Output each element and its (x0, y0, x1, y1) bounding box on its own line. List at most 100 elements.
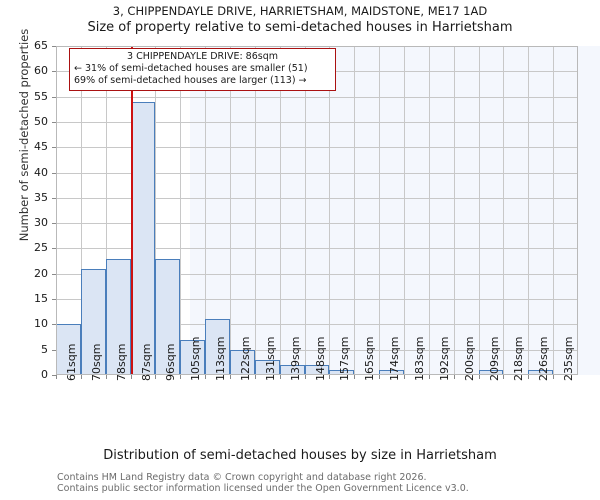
y-axis-tick-label: 35 (34, 190, 48, 204)
gridline-horizontal (56, 324, 578, 326)
x-axis-tick-label: 157sqm (338, 336, 352, 381)
footer-copyright: Contains HM Land Registry data © Crown c… (57, 472, 427, 483)
bar (155, 258, 181, 375)
y-axis-tick-label: 30 (34, 216, 48, 230)
x-axis-tick-mark (429, 375, 430, 379)
x-axis-tick-label: 235sqm (562, 336, 576, 381)
x-axis-tick-label: 218sqm (512, 336, 526, 381)
gridline-horizontal (56, 197, 578, 199)
y-axis-tick-label: 40 (34, 165, 48, 179)
x-axis-tick-label: 192sqm (437, 336, 451, 381)
y-axis-tick-mark (52, 324, 56, 326)
x-axis-tick-mark (503, 375, 504, 379)
bar (105, 258, 131, 375)
x-axis-tick-label: 226sqm (537, 336, 551, 381)
y-axis-tick-mark (52, 46, 56, 47)
gridline-vertical (454, 46, 455, 375)
plot-area (56, 46, 600, 375)
gridline-vertical (354, 46, 355, 375)
x-axis-tick-mark (205, 375, 206, 379)
x-axis-tick-label: 105sqm (189, 336, 203, 381)
y-axis-tick-label: 5 (41, 342, 48, 356)
gridline-vertical (155, 46, 156, 375)
x-axis-label: Distribution of semi-detached houses by … (103, 448, 497, 463)
gridline-vertical (429, 46, 430, 375)
y-axis-tick-mark (52, 223, 56, 225)
footer-licence: Contains public sector information licen… (57, 483, 469, 494)
gridline-vertical (379, 46, 380, 375)
bar (80, 268, 106, 375)
gridline-vertical (503, 46, 504, 375)
gridline-horizontal (56, 349, 578, 351)
x-axis-tick-mark (155, 375, 156, 379)
x-axis-tick-mark (404, 375, 405, 379)
x-axis-tick-label: 139sqm (288, 336, 302, 381)
x-axis-tick-mark (379, 375, 380, 379)
x-axis-tick-mark (280, 375, 281, 379)
y-axis-tick-label: 0 (41, 368, 48, 381)
callout-title: 3 CHIPPENDAYLE DRIVE: 86sqm (127, 51, 278, 62)
x-axis-tick-mark (553, 375, 554, 379)
x-axis-tick-mark (180, 375, 181, 379)
x-axis-tick-label: 174sqm (388, 336, 402, 381)
chart-subtitle: Size of property relative to semi-detach… (87, 20, 513, 35)
page-title: 3, CHIPPENDAYLE DRIVE, HARRIETSHAM, MAID… (112, 4, 488, 18)
x-axis-tick-mark (305, 375, 306, 379)
gridline-vertical (230, 46, 231, 375)
y-axis-tick-mark (52, 147, 56, 149)
y-axis-tick-label: 65 (34, 39, 48, 52)
y-axis-tick-mark (52, 71, 56, 73)
x-axis-tick-mark (230, 375, 231, 379)
x-axis-tick-label: 113sqm (214, 336, 228, 381)
y-axis-tick-mark (52, 172, 56, 174)
callout-smaller-text: ← 31% of semi-detached houses are smalle… (74, 62, 308, 74)
gridline-vertical (81, 46, 82, 375)
x-axis-tick-mark (131, 375, 132, 379)
gridline-vertical (479, 46, 480, 375)
x-axis-tick-mark (454, 375, 455, 379)
gridline-vertical (180, 46, 181, 375)
x-axis-tick-mark (81, 375, 82, 379)
gridline-vertical (528, 46, 529, 375)
gridline-vertical (305, 46, 306, 375)
y-axis-tick-label: 20 (34, 266, 48, 280)
x-axis-tick-label: 70sqm (89, 343, 103, 381)
y-axis-tick-mark (52, 375, 56, 376)
plot-right-shading (190, 46, 600, 375)
y-axis-tick-mark (52, 121, 56, 123)
y-axis-tick-label: 25 (34, 241, 48, 255)
y-axis-tick-mark (52, 273, 56, 275)
y-axis-label: Number of semi-detached properties (17, 28, 31, 242)
y-axis-tick-label: 60 (34, 64, 48, 78)
y-axis-tick-label: 55 (34, 89, 48, 103)
y-axis-tick-label: 45 (34, 140, 48, 154)
y-axis-tick-label: 50 (34, 114, 48, 128)
gridline-horizontal (56, 46, 578, 47)
gridline-horizontal (56, 273, 578, 275)
gridline-vertical (329, 46, 330, 375)
gridline-horizontal (56, 248, 578, 250)
x-axis-tick-label: 61sqm (65, 343, 78, 381)
y-axis-tick-mark (52, 197, 56, 199)
y-axis-tick-mark (52, 299, 56, 301)
x-axis-tick-label: 122sqm (239, 336, 252, 381)
gridline-vertical (106, 46, 107, 375)
x-axis-tick-label: 78sqm (114, 343, 128, 381)
gridline-vertical (205, 46, 206, 375)
x-axis-tick-mark (479, 375, 480, 379)
x-axis-tick-label: 165sqm (363, 336, 377, 381)
gridline-horizontal (56, 299, 578, 301)
property-size-marker-line (131, 46, 133, 375)
bar (130, 101, 156, 375)
y-axis-tick-mark (52, 96, 56, 98)
y-axis-tick-mark (52, 349, 56, 351)
x-axis-tick-label: 87sqm (139, 343, 153, 381)
x-axis-tick-label: 131sqm (263, 336, 277, 381)
gridline-horizontal (56, 96, 578, 98)
x-axis-tick-mark (354, 375, 355, 379)
x-axis-tick-mark (329, 375, 330, 379)
gridline-vertical (280, 46, 281, 375)
x-axis-tick-label: 183sqm (413, 336, 426, 381)
gridline-vertical (404, 46, 405, 375)
x-axis-tick-mark (528, 375, 529, 379)
